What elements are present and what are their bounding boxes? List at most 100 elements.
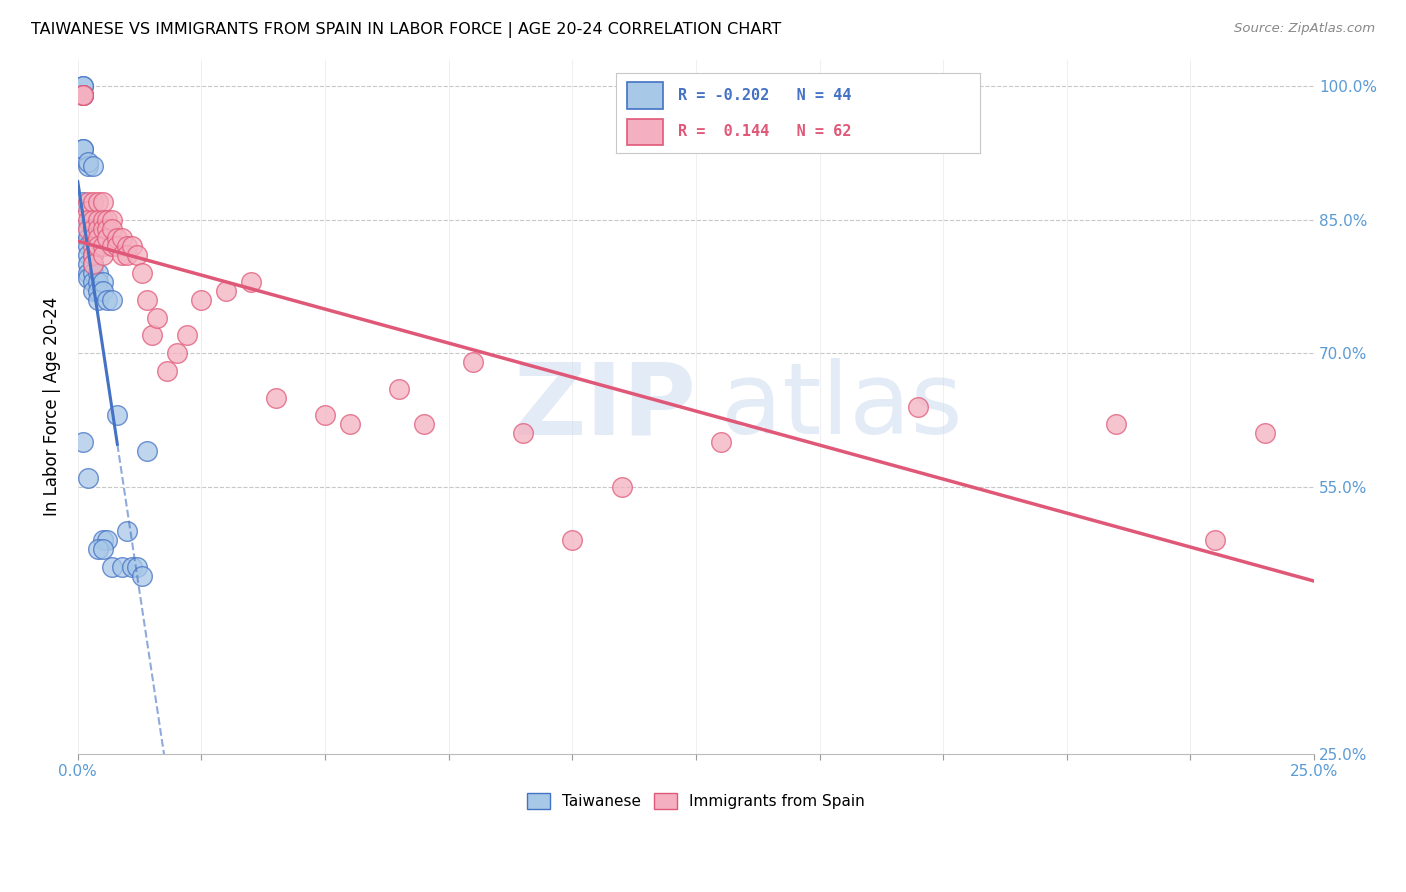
Point bbox=[82, 248, 104, 262]
Point bbox=[86, 266, 108, 280]
Point bbox=[215, 284, 238, 298]
Point bbox=[96, 230, 118, 244]
Point bbox=[561, 533, 583, 547]
Point bbox=[121, 559, 143, 574]
Point bbox=[91, 194, 114, 209]
Point bbox=[91, 541, 114, 556]
Point bbox=[1204, 533, 1226, 547]
Point bbox=[91, 248, 114, 262]
Point bbox=[512, 426, 534, 441]
Point bbox=[86, 293, 108, 307]
Text: TAIWANESE VS IMMIGRANTS FROM SPAIN IN LABOR FORCE | AGE 20-24 CORRELATION CHART: TAIWANESE VS IMMIGRANTS FROM SPAIN IN LA… bbox=[31, 22, 782, 38]
Point bbox=[76, 221, 98, 235]
Point bbox=[72, 88, 94, 103]
Point bbox=[105, 239, 128, 253]
Point bbox=[907, 400, 929, 414]
Point bbox=[86, 541, 108, 556]
Point bbox=[610, 480, 633, 494]
Point bbox=[72, 88, 94, 103]
Point bbox=[82, 159, 104, 173]
Point bbox=[96, 212, 118, 227]
Point bbox=[388, 382, 411, 396]
Point bbox=[141, 328, 163, 343]
Point bbox=[127, 248, 149, 262]
Point bbox=[72, 142, 94, 156]
Point bbox=[72, 88, 94, 103]
Point bbox=[121, 239, 143, 253]
Point bbox=[82, 212, 104, 227]
Point bbox=[72, 194, 94, 209]
Point bbox=[111, 559, 134, 574]
Point bbox=[131, 266, 153, 280]
Point bbox=[91, 533, 114, 547]
Point bbox=[82, 239, 104, 253]
Point bbox=[72, 79, 94, 94]
Point bbox=[101, 239, 124, 253]
Point bbox=[86, 194, 108, 209]
Point bbox=[115, 524, 138, 538]
Point bbox=[101, 293, 124, 307]
Point bbox=[72, 435, 94, 450]
Point bbox=[190, 293, 212, 307]
Point bbox=[314, 409, 336, 423]
Point bbox=[82, 266, 104, 280]
Point bbox=[86, 275, 108, 289]
Point bbox=[76, 203, 98, 218]
Point bbox=[82, 257, 104, 271]
Point bbox=[115, 239, 138, 253]
Point bbox=[72, 88, 94, 103]
Point bbox=[710, 435, 733, 450]
Point bbox=[131, 568, 153, 582]
Point bbox=[136, 444, 159, 458]
Point bbox=[101, 559, 124, 574]
Point bbox=[76, 230, 98, 244]
Legend: Taiwanese, Immigrants from Spain: Taiwanese, Immigrants from Spain bbox=[522, 787, 870, 815]
Point bbox=[264, 391, 287, 405]
Point bbox=[86, 239, 108, 253]
Point bbox=[111, 230, 134, 244]
Point bbox=[101, 221, 124, 235]
Text: atlas: atlas bbox=[721, 358, 962, 455]
Point bbox=[339, 417, 361, 432]
Point bbox=[176, 328, 198, 343]
Point bbox=[76, 471, 98, 485]
Point bbox=[96, 221, 118, 235]
Point bbox=[91, 239, 114, 253]
Point bbox=[239, 275, 262, 289]
Point bbox=[105, 230, 128, 244]
Point bbox=[86, 221, 108, 235]
Point bbox=[91, 221, 114, 235]
Point bbox=[82, 275, 104, 289]
Point bbox=[76, 248, 98, 262]
Point bbox=[76, 155, 98, 169]
Point bbox=[82, 194, 104, 209]
Point bbox=[413, 417, 436, 432]
Point bbox=[76, 239, 98, 253]
Point bbox=[111, 248, 134, 262]
Point bbox=[76, 257, 98, 271]
Point bbox=[72, 88, 94, 103]
Point bbox=[82, 221, 104, 235]
Point bbox=[101, 212, 124, 227]
Y-axis label: In Labor Force | Age 20-24: In Labor Force | Age 20-24 bbox=[44, 297, 60, 516]
Point bbox=[463, 355, 485, 369]
Point bbox=[76, 270, 98, 285]
Point bbox=[86, 230, 108, 244]
Point bbox=[82, 248, 104, 262]
Point bbox=[166, 346, 188, 360]
Point bbox=[1253, 426, 1275, 441]
Point bbox=[72, 79, 94, 94]
Point bbox=[136, 293, 159, 307]
Text: ZIP: ZIP bbox=[513, 358, 696, 455]
Point bbox=[91, 284, 114, 298]
Point bbox=[86, 212, 108, 227]
Point bbox=[91, 212, 114, 227]
Point bbox=[82, 257, 104, 271]
Text: Source: ZipAtlas.com: Source: ZipAtlas.com bbox=[1234, 22, 1375, 36]
Point bbox=[1105, 417, 1128, 432]
Point bbox=[96, 293, 118, 307]
Point bbox=[105, 409, 128, 423]
Point bbox=[91, 275, 114, 289]
Point bbox=[76, 159, 98, 173]
Point bbox=[82, 230, 104, 244]
